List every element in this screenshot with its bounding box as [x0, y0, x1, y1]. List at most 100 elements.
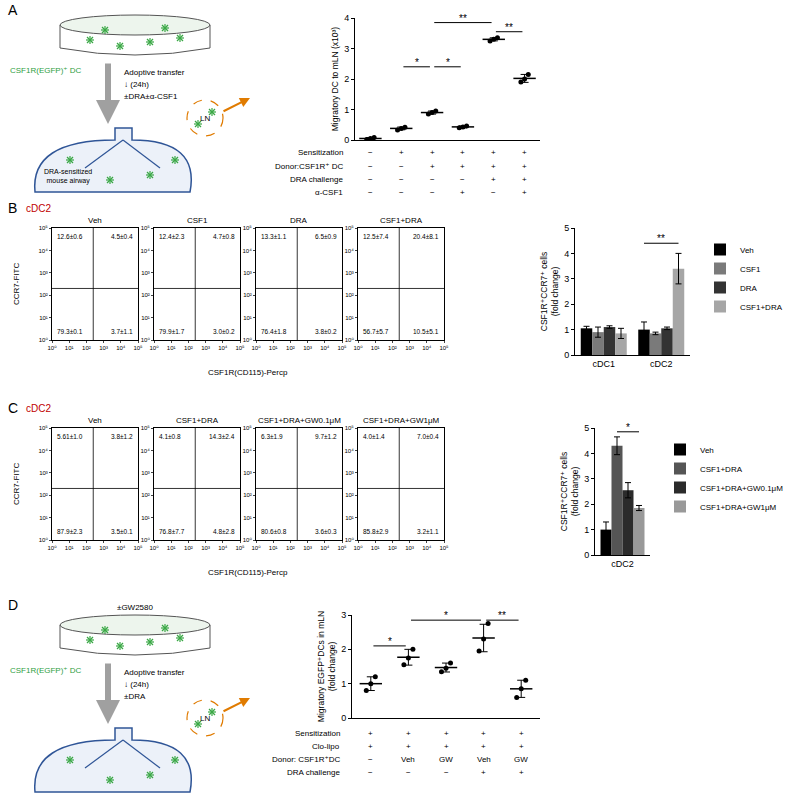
svg-text:10⁰: 10⁰	[345, 337, 355, 343]
svg-text:CSF1+DRA+GW0.1μM: CSF1+DRA+GW0.1μM	[258, 416, 341, 425]
svg-text:10²: 10²	[141, 292, 150, 298]
svg-text:Donor: CSF1R⁺DC: Donor: CSF1R⁺DC	[272, 755, 340, 764]
svg-text:Migratory DC to mLN (x10³): Migratory DC to mLN (x10³)	[330, 27, 340, 132]
svg-text:0: 0	[341, 713, 346, 723]
svg-text:*: *	[446, 57, 450, 68]
svg-text:10⁰: 10⁰	[353, 345, 363, 351]
svg-text:2: 2	[341, 644, 346, 654]
svg-text:10⁰: 10⁰	[353, 545, 363, 551]
svg-text:10³: 10³	[405, 345, 414, 351]
svg-text:0: 0	[564, 350, 569, 360]
svg-text:10⁴: 10⁴	[116, 345, 126, 351]
svg-text:10³: 10³	[303, 345, 312, 351]
svg-text:3.5±0.1: 3.5±0.1	[111, 528, 133, 535]
svg-text:DRA challenge: DRA challenge	[290, 175, 343, 184]
svg-text:**: **	[459, 13, 467, 24]
svg-text:10⁴: 10⁴	[243, 248, 253, 254]
svg-text:−: −	[368, 175, 373, 184]
svg-text:10²: 10²	[243, 492, 252, 498]
svg-text:C: C	[8, 400, 18, 416]
svg-text:10⁵: 10⁵	[337, 345, 347, 351]
svg-text:10²: 10²	[184, 545, 193, 551]
svg-text:2: 2	[584, 499, 589, 509]
svg-text:B: B	[8, 200, 17, 216]
svg-text:10³: 10³	[141, 270, 150, 276]
svg-text:10¹: 10¹	[371, 345, 380, 351]
svg-text:*: *	[415, 57, 419, 68]
svg-text:1: 1	[344, 105, 349, 115]
svg-text:−: −	[368, 148, 373, 157]
svg-text:+: +	[406, 729, 411, 738]
svg-text:10⁰: 10⁰	[149, 545, 159, 551]
svg-text:10⁴: 10⁴	[243, 448, 253, 454]
svg-text:*: *	[444, 610, 448, 621]
svg-text:10⁰: 10⁰	[243, 337, 253, 343]
svg-text:CSF1+DRA: CSF1+DRA	[700, 465, 743, 474]
svg-text:±GW2580: ±GW2580	[117, 603, 154, 612]
svg-text:10¹: 10¹	[345, 315, 354, 321]
svg-text:3.6±0.3: 3.6±0.3	[315, 528, 337, 535]
svg-text:Clo-lipo: Clo-lipo	[312, 742, 340, 751]
svg-text:10⁴: 10⁴	[218, 345, 228, 351]
svg-text:10²: 10²	[286, 345, 295, 351]
svg-text:10³: 10³	[405, 545, 414, 551]
svg-text:Veh: Veh	[88, 416, 102, 425]
svg-text:10⁰: 10⁰	[243, 537, 253, 543]
svg-text:10⁴: 10⁴	[218, 545, 228, 551]
svg-text:CSF1+DRA: CSF1+DRA	[176, 416, 219, 425]
svg-text:+: +	[444, 729, 449, 738]
svg-text:CSF1R(CD115)-Percp: CSF1R(CD115)-Percp	[208, 368, 288, 377]
svg-text:10.5±5.1: 10.5±5.1	[413, 328, 439, 335]
svg-text:10¹: 10¹	[39, 315, 48, 321]
svg-text:10¹: 10¹	[65, 345, 74, 351]
svg-text:76.4±1.8: 76.4±1.8	[261, 328, 287, 335]
svg-text:+: +	[491, 175, 496, 184]
svg-text:10⁵: 10⁵	[133, 545, 143, 551]
svg-text:Adoptive transfer: Adoptive transfer	[124, 68, 185, 77]
svg-text:Adoptive transfer: Adoptive transfer	[124, 668, 185, 677]
svg-text:↓ (24h): ↓ (24h)	[124, 80, 149, 89]
svg-text:10¹: 10¹	[39, 515, 48, 521]
svg-text:+: +	[368, 729, 373, 738]
svg-text:−: −	[430, 175, 435, 184]
svg-text:DRA-sensitizedmouse airway: DRA-sensitizedmouse airway	[44, 168, 92, 185]
svg-text:+: +	[491, 162, 496, 171]
svg-text:10⁴: 10⁴	[320, 345, 330, 351]
svg-text:−: −	[368, 188, 373, 197]
svg-text:10³: 10³	[201, 545, 210, 551]
svg-text:3.8±1.2: 3.8±1.2	[111, 433, 133, 440]
svg-text:10³: 10³	[243, 270, 252, 276]
svg-text:Donor:CSF1R⁺ DC: Donor:CSF1R⁺ DC	[275, 162, 343, 171]
svg-text:DRA challenge: DRA challenge	[287, 768, 340, 777]
svg-text:6.5±0.9: 6.5±0.9	[315, 233, 337, 240]
svg-text:10²: 10²	[82, 345, 91, 351]
svg-text:Sensitization: Sensitization	[295, 729, 340, 738]
svg-text:CSF1R⁺CCR7⁺ cells(fold change): CSF1R⁺CCR7⁺ cells(fold change)	[559, 452, 580, 531]
svg-text:CSF1: CSF1	[740, 265, 761, 274]
svg-text:4: 4	[584, 449, 589, 459]
svg-text:10⁰: 10⁰	[141, 337, 151, 343]
svg-text:+: +	[519, 742, 524, 751]
svg-text:10⁴: 10⁴	[141, 448, 151, 454]
svg-text:10⁵: 10⁵	[439, 345, 449, 351]
svg-text:7.0±0.4: 7.0±0.4	[417, 433, 439, 440]
svg-text:10³: 10³	[345, 270, 354, 276]
svg-text:10⁰: 10⁰	[47, 345, 57, 351]
svg-text:10⁵: 10⁵	[439, 545, 449, 551]
svg-text:10⁰: 10⁰	[251, 545, 261, 551]
svg-text:10³: 10³	[345, 470, 354, 476]
svg-text:20.4±8.1: 20.4±8.1	[413, 233, 439, 240]
svg-text:14.3±2.4: 14.3±2.4	[209, 433, 235, 440]
svg-text:10⁰: 10⁰	[251, 345, 261, 351]
svg-text:−: −	[399, 162, 404, 171]
svg-text:CSF1+DRA: CSF1+DRA	[380, 216, 423, 225]
svg-text:LN: LN	[200, 714, 210, 723]
svg-text:Veh: Veh	[740, 246, 754, 255]
svg-text:10¹: 10¹	[141, 515, 150, 521]
svg-text:+: +	[522, 188, 527, 197]
svg-text:cDC2: cDC2	[26, 403, 51, 414]
svg-text:3.8±0.2: 3.8±0.2	[315, 328, 337, 335]
svg-text:CSF1+DRA: CSF1+DRA	[740, 303, 783, 312]
svg-text:10⁵: 10⁵	[141, 225, 151, 231]
svg-text:cDC2: cDC2	[26, 203, 51, 214]
